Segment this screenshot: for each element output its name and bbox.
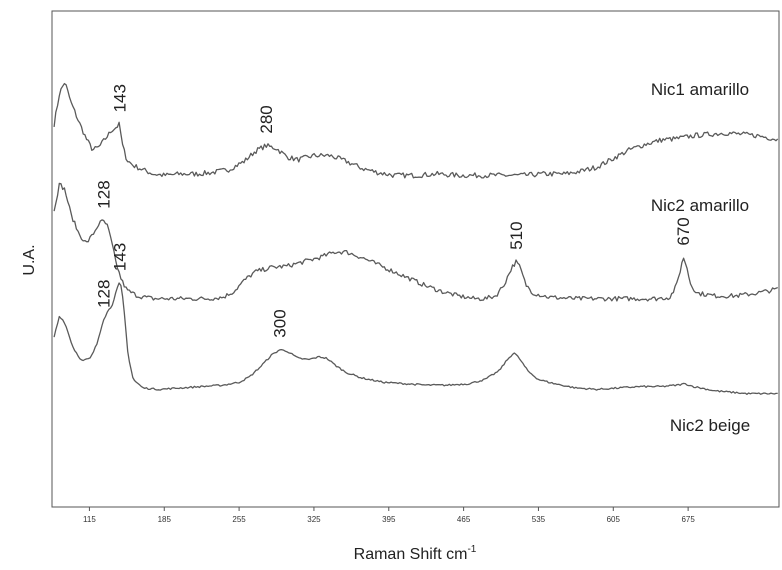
x-tick-label: 535: [532, 515, 546, 524]
series-label-1: Nic2 amarillo: [651, 196, 749, 215]
series-label-0: Nic1 amarillo: [651, 80, 749, 99]
trace-series-1: [53, 182, 778, 302]
x-tick-label: 185: [158, 515, 172, 524]
x-tick-label: 605: [607, 515, 621, 524]
peak-label-128: 128: [94, 280, 113, 308]
trace-series-0: [53, 82, 779, 179]
trace-series-2: [53, 282, 778, 395]
peak-label-143: 143: [110, 84, 129, 112]
x-tick-label: 115: [83, 515, 96, 524]
x-axis-ticks: 115 185 255 325 395 465 535 605 675: [83, 507, 695, 524]
x-tick-label: 675: [681, 515, 695, 524]
series-labels: Nic1 amarillo Nic2 amarillo Nic2 beige: [651, 80, 750, 435]
x-tick-label: 465: [457, 515, 471, 524]
x-tick-label: 395: [382, 515, 396, 524]
x-tick-label: 255: [232, 515, 246, 524]
x-axis-label: Raman Shift cm-1: [354, 544, 477, 563]
series-label-2: Nic2 beige: [670, 416, 750, 435]
peak-labels: 143 280 128 510 670 128 143 300: [94, 84, 693, 338]
peak-label-143: 143: [110, 243, 129, 271]
peak-label-280: 280: [257, 105, 276, 133]
peak-label-670: 670: [674, 217, 693, 245]
plot-frame: [51, 10, 780, 508]
x-axis-label-text: Raman Shift cm: [354, 546, 468, 563]
x-tick-label: 325: [307, 515, 321, 524]
peak-label-300: 300: [271, 309, 290, 337]
peak-label-510: 510: [507, 221, 526, 249]
y-axis-label: U.A.: [21, 244, 38, 275]
spectra-traces: [53, 82, 779, 395]
peak-label-128: 128: [94, 180, 113, 208]
x-axis-label-superscript: -1: [467, 544, 476, 555]
